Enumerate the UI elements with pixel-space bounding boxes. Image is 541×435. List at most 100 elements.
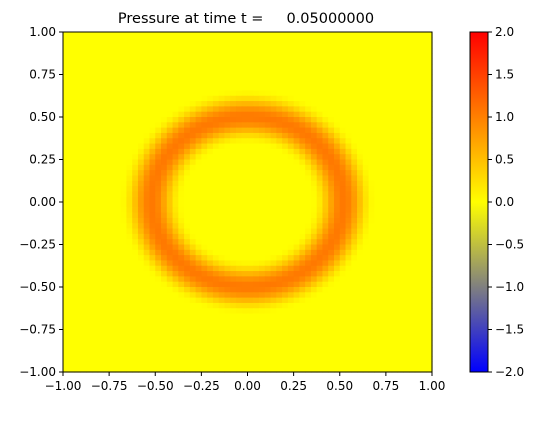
heatmap-cell	[282, 302, 289, 309]
heatmap-cell	[345, 37, 352, 44]
heatmap-cell	[345, 180, 352, 187]
heatmap-cell	[374, 350, 381, 357]
heatmap-cell	[74, 345, 81, 352]
heatmap-cell	[86, 69, 93, 76]
heatmap-cell	[420, 47, 427, 54]
heatmap-cell	[345, 74, 352, 81]
heatmap-cell	[201, 132, 208, 139]
heatmap-cell	[103, 244, 110, 251]
heatmap-cell	[149, 265, 156, 272]
heatmap-cell	[276, 334, 283, 341]
heatmap-cell	[264, 207, 272, 214]
heatmap-cell	[120, 361, 128, 368]
heatmap-cell	[385, 255, 393, 262]
heatmap-cell	[103, 95, 110, 102]
heatmap-cell	[218, 148, 226, 155]
heatmap-cell	[212, 207, 220, 214]
heatmap-cell	[189, 69, 197, 76]
heatmap-cell	[212, 117, 220, 123]
heatmap-cell	[207, 202, 214, 208]
heatmap-cell	[276, 47, 283, 54]
heatmap-cell	[403, 79, 410, 86]
heatmap-cell	[264, 175, 272, 182]
heatmap-cell	[293, 318, 300, 325]
heatmap-cell	[161, 180, 168, 187]
heatmap-cell	[368, 318, 375, 325]
heatmap-cell	[126, 202, 133, 208]
heatmap-cell	[322, 138, 329, 145]
heatmap-cell	[420, 117, 427, 123]
heatmap-cell	[109, 101, 116, 107]
y-tick-label: 0.25	[29, 153, 56, 167]
heatmap-cell	[362, 308, 370, 315]
heatmap-cell	[68, 138, 76, 145]
heatmap-cell	[149, 313, 156, 320]
heatmap-cell	[380, 32, 387, 38]
heatmap-cell	[426, 276, 433, 283]
heatmap-cell	[310, 79, 318, 86]
heatmap-cell	[97, 191, 104, 198]
heatmap-cell	[351, 313, 358, 320]
heatmap-cell	[403, 47, 410, 54]
heatmap-cell	[328, 132, 335, 139]
heatmap-cell	[328, 101, 335, 107]
heatmap-cell	[224, 122, 231, 129]
heatmap-cell	[137, 90, 145, 97]
heatmap-cell	[97, 154, 104, 161]
heatmap-cell	[328, 324, 335, 331]
heatmap-cell	[287, 74, 295, 81]
heatmap-cell	[120, 318, 128, 325]
heatmap-cell	[63, 292, 70, 299]
heatmap-cell	[374, 143, 381, 150]
heatmap-cell	[91, 138, 99, 145]
heatmap-cell	[374, 175, 381, 182]
heatmap-cell	[282, 249, 289, 256]
heatmap-cell	[137, 292, 145, 299]
heatmap-cell	[253, 297, 260, 304]
heatmap-cell	[201, 281, 208, 288]
heatmap-cell	[357, 90, 364, 97]
heatmap-cell	[368, 361, 375, 368]
heatmap-cell	[235, 313, 243, 320]
heatmap-cell	[86, 281, 93, 288]
heatmap-cell	[397, 292, 404, 299]
heatmap-cell	[276, 318, 283, 325]
heatmap-cell	[333, 350, 341, 357]
heatmap-cell	[74, 340, 81, 347]
heatmap-cell	[287, 138, 295, 145]
heatmap-cell	[212, 154, 220, 161]
x-tick-label: −0.50	[137, 379, 174, 393]
heatmap-cell	[178, 143, 185, 150]
heatmap-cell	[333, 111, 341, 118]
heatmap-cell	[120, 334, 128, 341]
heatmap-cell	[120, 79, 128, 86]
heatmap-cell	[114, 350, 122, 357]
heatmap-cell	[103, 132, 110, 139]
heatmap-cell	[86, 74, 93, 81]
heatmap-cell	[322, 255, 329, 262]
heatmap-cell	[97, 217, 104, 224]
heatmap-cell	[201, 297, 208, 304]
heatmap-cell	[68, 202, 76, 208]
heatmap-cell	[282, 148, 289, 155]
heatmap-cell	[207, 239, 214, 246]
heatmap-cell	[351, 117, 358, 123]
heatmap-cell	[207, 196, 214, 203]
heatmap-cell	[253, 356, 260, 362]
heatmap-cell	[293, 287, 300, 293]
heatmap-cell	[189, 345, 197, 352]
heatmap-cell	[299, 63, 306, 70]
heatmap-cell	[155, 90, 162, 97]
heatmap-cell	[328, 58, 335, 65]
heatmap-cell	[339, 308, 347, 315]
heatmap-cell	[328, 366, 335, 373]
heatmap-cell	[420, 90, 427, 97]
heatmap-cell	[276, 69, 283, 76]
heatmap-cell	[397, 58, 404, 65]
heatmap-cell	[426, 329, 433, 336]
heatmap-cell	[276, 122, 283, 129]
heatmap-cell	[305, 53, 312, 60]
heatmap-cell	[408, 180, 416, 187]
heatmap-cell	[161, 207, 168, 214]
heatmap-cell	[408, 111, 416, 118]
